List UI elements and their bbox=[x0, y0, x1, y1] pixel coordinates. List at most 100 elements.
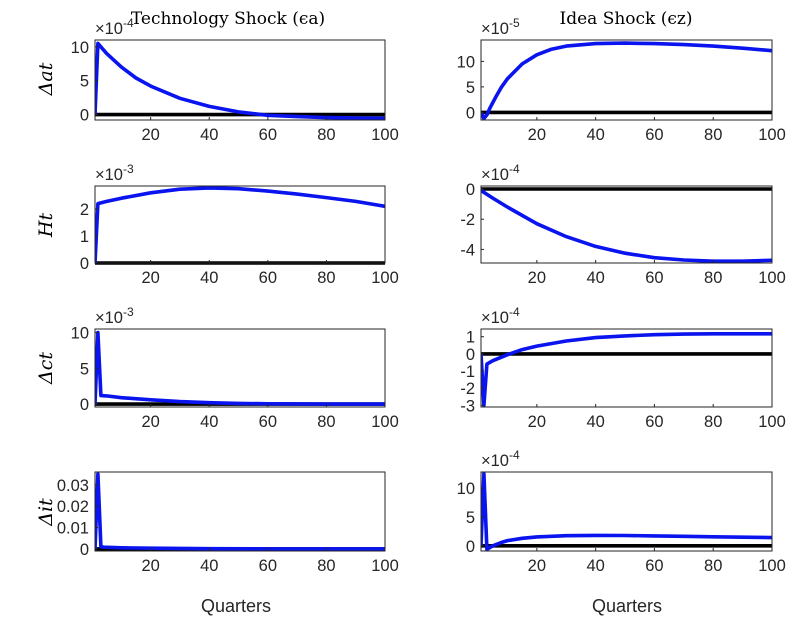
x-tick-label: 60 bbox=[259, 126, 277, 144]
ylabel-delta-a: Δat bbox=[35, 62, 57, 96]
impulse-response-line bbox=[481, 471, 772, 552]
ylabel-h: Ht bbox=[35, 213, 57, 239]
impulse-response-line bbox=[95, 186, 385, 264]
panel-3: 20 40 60 80 100 0 1 2 ×10-3 bbox=[80, 162, 399, 287]
x-tick-label: 40 bbox=[586, 557, 604, 575]
ylabel-delta-c: Δct bbox=[35, 352, 57, 385]
x-tick-label: 40 bbox=[200, 269, 218, 287]
y-tick-label: 0 bbox=[466, 346, 475, 364]
axes-box bbox=[480, 471, 773, 552]
sci-exponent-label: ×10-3 bbox=[95, 162, 134, 184]
axes-box bbox=[94, 185, 386, 264]
axes-box bbox=[480, 185, 773, 264]
impulse-response-line bbox=[481, 188, 772, 264]
panel-6: 20 40 60 80 100 -3-2-101 ×10-4 bbox=[460, 305, 785, 431]
y-tick-label: 1 bbox=[466, 329, 475, 347]
sci-exponent-label: ×10-4 bbox=[481, 305, 520, 327]
y-tick-label: 5 bbox=[466, 79, 475, 97]
x-tick-label: 100 bbox=[371, 126, 399, 144]
x-tick-label: 60 bbox=[645, 126, 663, 144]
y-tick-label: 0 bbox=[466, 104, 475, 122]
panel-7: 20 40 60 80 100 0 0.01 0.02 0.03 bbox=[57, 471, 399, 575]
x-tick-label: 40 bbox=[586, 413, 604, 431]
x-tick-label: 60 bbox=[645, 557, 663, 575]
x-tick-label: 100 bbox=[371, 269, 399, 287]
impulse-response-line bbox=[95, 330, 385, 406]
impulse-response-line bbox=[95, 41, 385, 121]
x-tick-label: 80 bbox=[704, 126, 722, 144]
x-tick-label: 20 bbox=[141, 413, 159, 431]
x-tick-label: 20 bbox=[141, 126, 159, 144]
x-tick-label: 40 bbox=[586, 126, 604, 144]
impulse-response-line bbox=[481, 41, 772, 121]
y-tick-label: -1 bbox=[460, 363, 475, 381]
x-tick-label: 100 bbox=[371, 413, 399, 431]
axes-box bbox=[94, 471, 386, 552]
x-tick-label: 100 bbox=[758, 126, 786, 144]
x-tick-label: 20 bbox=[528, 413, 546, 431]
panel-8: 20 40 60 80 100 0 5 10 ×10-4 bbox=[457, 448, 786, 575]
x-tick-label: 20 bbox=[528, 269, 546, 287]
x-tick-label: 40 bbox=[200, 413, 218, 431]
x-tick-label: 60 bbox=[259, 413, 277, 431]
x-tick-label: 80 bbox=[317, 413, 335, 431]
y-tick-label: -3 bbox=[460, 397, 475, 415]
y-tick-label: 10 bbox=[457, 480, 475, 498]
y-tick-label: 0 bbox=[80, 107, 89, 125]
x-tick-label: 80 bbox=[317, 557, 335, 575]
y-tick-label: -2 bbox=[460, 380, 475, 398]
panel-2: 20 40 60 80 100 0 5 10 ×10-5 bbox=[457, 16, 786, 144]
y-tick-label: 0 bbox=[80, 396, 89, 414]
y-tick-label: -4 bbox=[460, 241, 475, 259]
y-tick-label: 10 bbox=[457, 53, 475, 71]
impulse-response-line bbox=[95, 472, 385, 551]
impulse-response-line bbox=[481, 331, 772, 408]
x-tick-label: 60 bbox=[645, 413, 663, 431]
x-tick-label: 20 bbox=[141, 269, 159, 287]
panel-5: 20 40 60 80 100 0 5 10 ×10-3 bbox=[71, 305, 399, 431]
x-tick-label: 100 bbox=[758, 557, 786, 575]
y-tick-label: 0 bbox=[466, 181, 475, 199]
sci-exponent-label: ×10-4 bbox=[95, 16, 134, 38]
x-tick-label: 80 bbox=[317, 269, 335, 287]
sci-exponent-label: ×10-4 bbox=[481, 448, 520, 470]
axes-box bbox=[94, 39, 386, 121]
sci-exponent-label: ×10-3 bbox=[95, 305, 134, 327]
y-tick-label: 5 bbox=[466, 509, 475, 527]
y-tick-label: 2 bbox=[80, 201, 89, 219]
y-tick-label: 0 bbox=[466, 538, 475, 556]
column-title-technology-shock: Technology Shock (ϵa) bbox=[131, 9, 325, 29]
ylabel-delta-i: Δit bbox=[35, 498, 57, 527]
column-title-idea-shock: Idea Shock (ϵz) bbox=[560, 9, 693, 29]
y-tick-label: 0 bbox=[80, 255, 89, 273]
sci-exponent-label: ×10-4 bbox=[481, 162, 520, 184]
x-tick-label: 20 bbox=[528, 557, 546, 575]
x-tick-label: 20 bbox=[528, 126, 546, 144]
y-tick-label: -2 bbox=[460, 211, 475, 229]
x-tick-label: 80 bbox=[704, 557, 722, 575]
panel-4: 20 40 60 80 100 -4 -2 0 ×10-4 bbox=[460, 162, 785, 287]
x-tick-label: 40 bbox=[200, 126, 218, 144]
x-tick-label: 60 bbox=[259, 557, 277, 575]
y-tick-label: 5 bbox=[80, 73, 89, 91]
x-tick-label: 60 bbox=[645, 269, 663, 287]
y-tick-label: 10 bbox=[71, 39, 89, 57]
y-tick-label: 10 bbox=[71, 325, 89, 343]
panel-1: 20 40 60 80 100 0 5 10 ×10-4 bbox=[71, 16, 399, 144]
sci-exponent-label: ×10-5 bbox=[481, 16, 520, 38]
x-tick-label: 60 bbox=[259, 269, 277, 287]
axes-box bbox=[480, 328, 773, 408]
x-tick-label: 100 bbox=[371, 557, 399, 575]
x-tick-label: 40 bbox=[586, 269, 604, 287]
x-tick-label: 100 bbox=[758, 269, 786, 287]
y-tick-label: 1 bbox=[80, 228, 89, 246]
x-tick-label: 100 bbox=[758, 413, 786, 431]
xlabel-quarters-right: Quarters bbox=[592, 596, 662, 616]
x-tick-label: 80 bbox=[704, 269, 722, 287]
x-tick-label: 80 bbox=[704, 413, 722, 431]
y-tick-label: 0 bbox=[80, 541, 89, 559]
xlabel-quarters-left: Quarters bbox=[201, 596, 271, 616]
x-tick-label: 80 bbox=[317, 126, 335, 144]
